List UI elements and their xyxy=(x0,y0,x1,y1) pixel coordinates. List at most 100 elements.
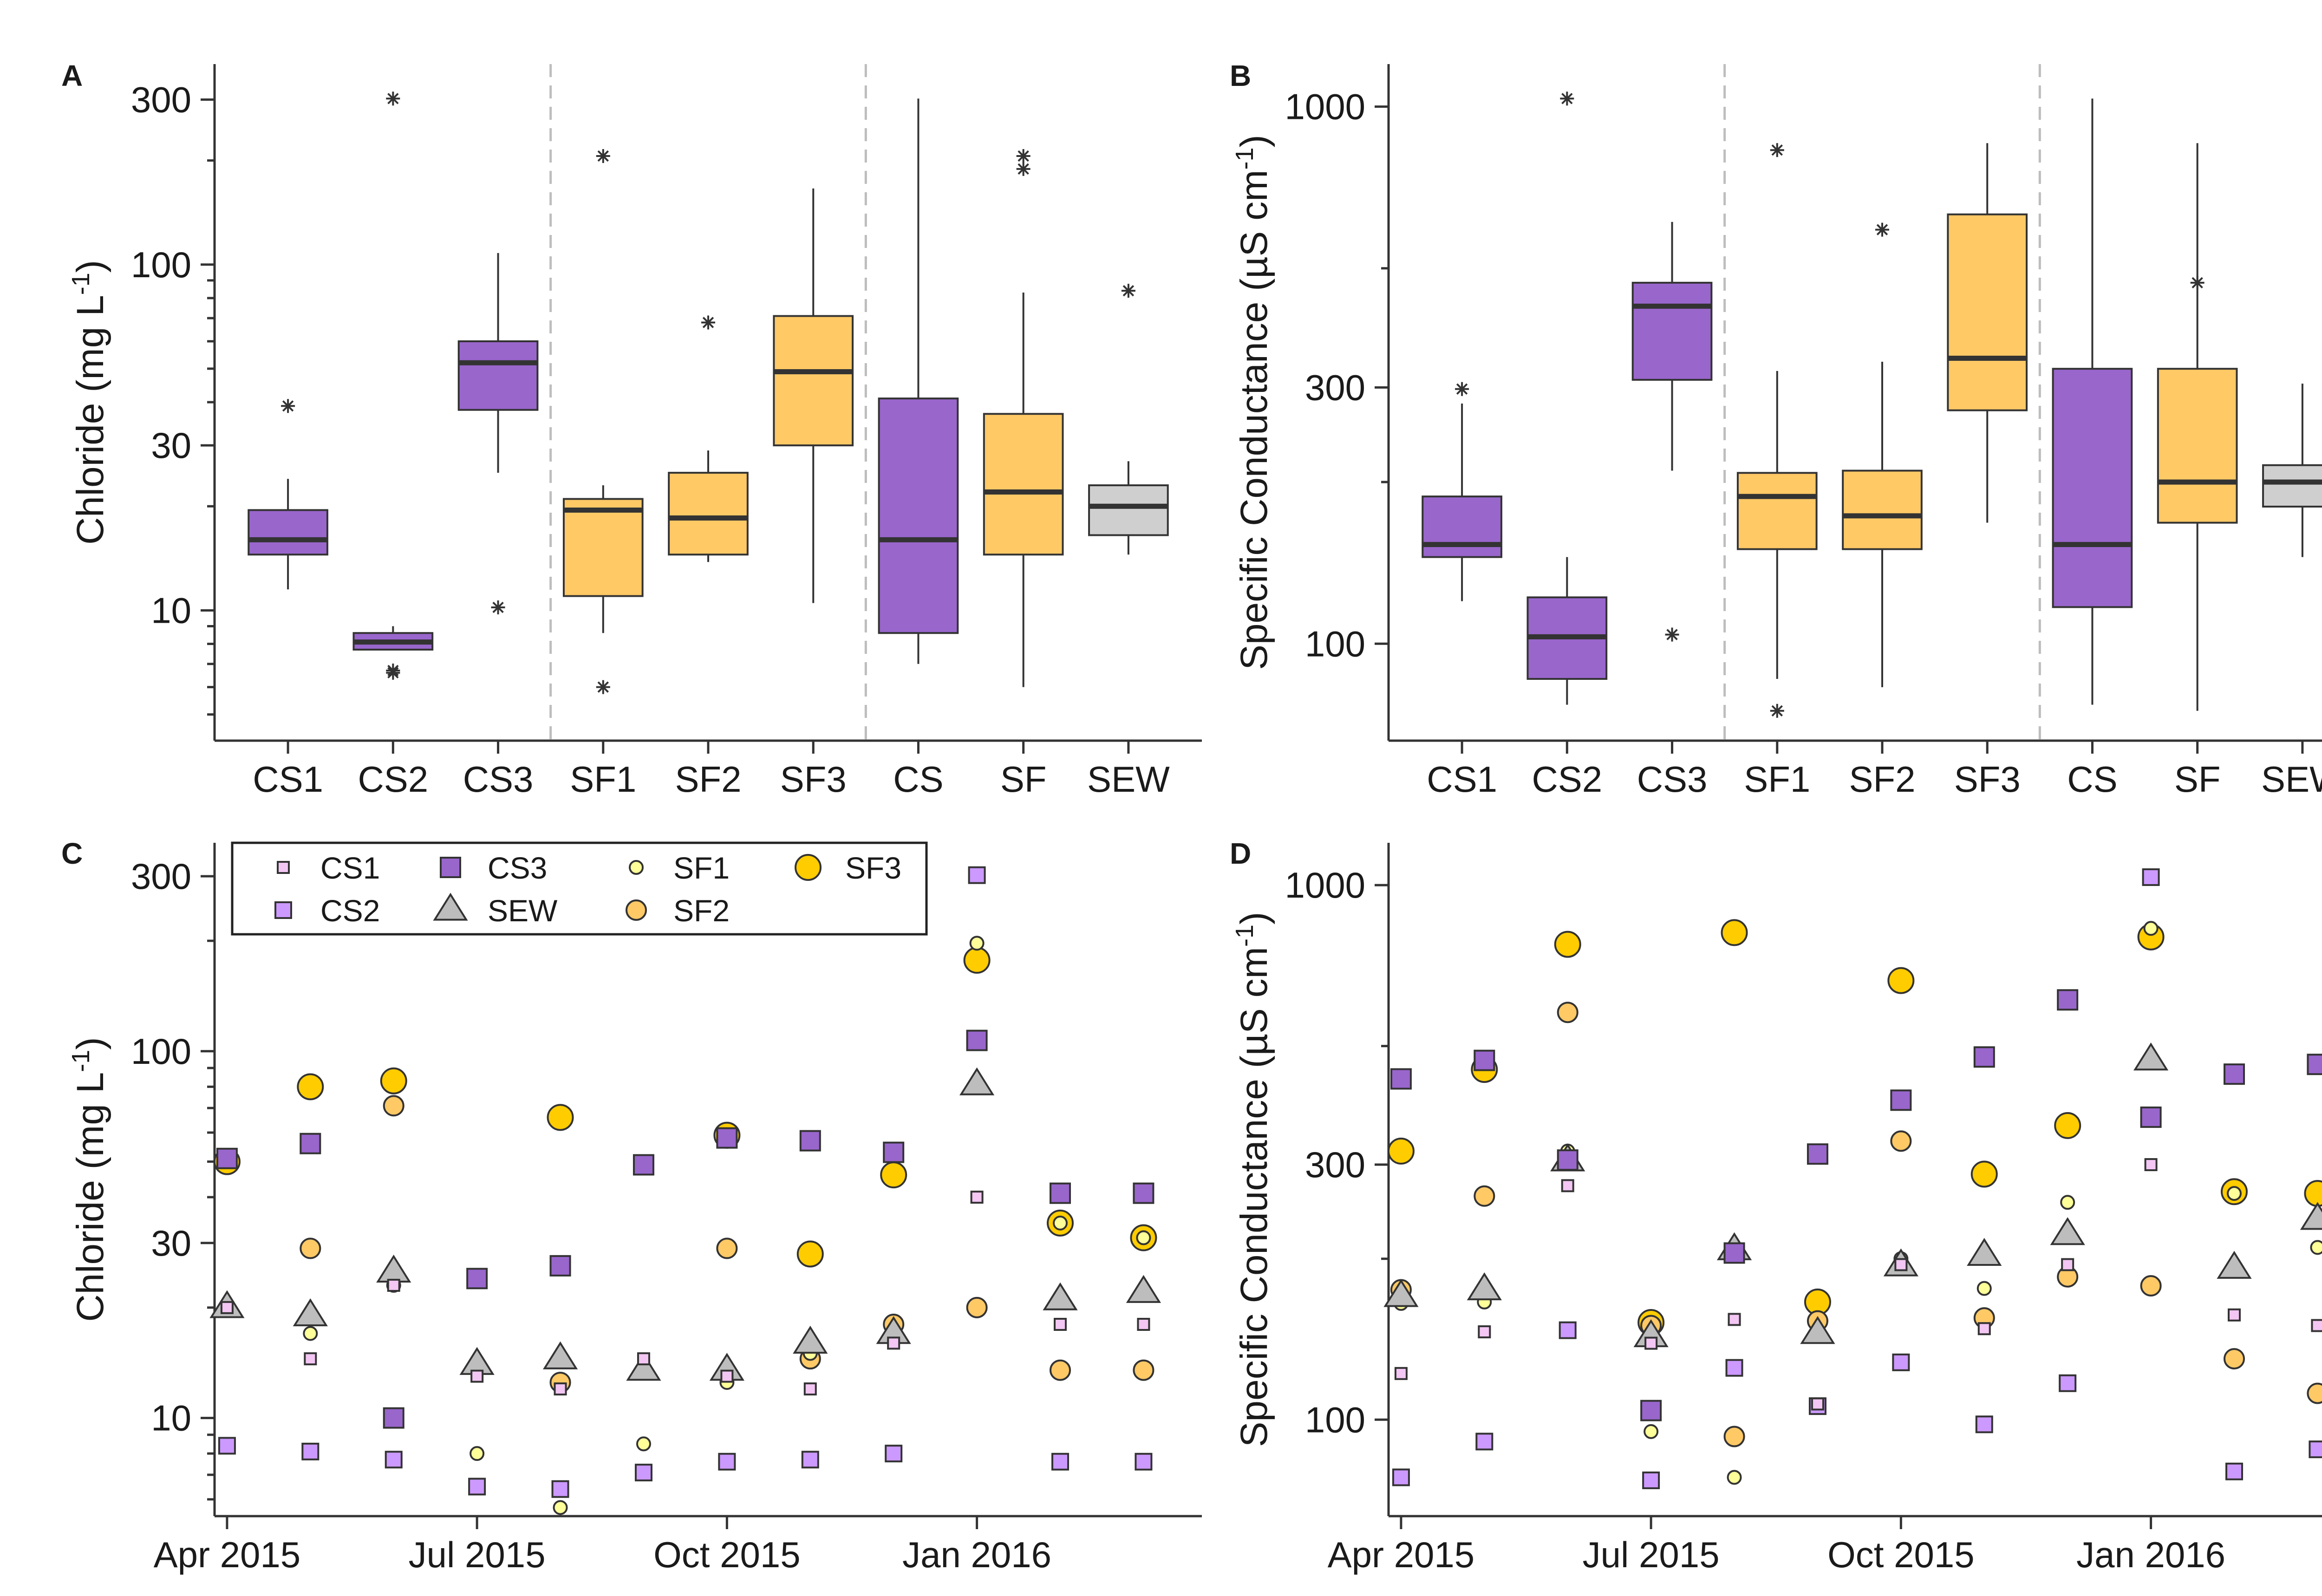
point-CS1 xyxy=(637,1352,650,1366)
legend-label-SF3: SF3 xyxy=(845,851,901,885)
point-SF2 xyxy=(2307,1382,2322,1404)
point-SEW xyxy=(2300,1202,2322,1230)
point-SEW xyxy=(1126,1275,1161,1303)
panel-tag: D xyxy=(1230,837,1251,870)
box-CS1 xyxy=(1422,382,1502,601)
series-SF1 xyxy=(1393,921,2322,1485)
x-tick-label: Jan 2016 xyxy=(902,1534,1051,1575)
point-CS3 xyxy=(2224,1063,2245,1085)
box-CS3 xyxy=(457,253,539,615)
point-CS1 xyxy=(554,1382,567,1396)
point-SF3 xyxy=(547,1104,574,1131)
box-body xyxy=(457,340,539,411)
box-body xyxy=(773,315,854,447)
point-CS3 xyxy=(633,1154,654,1176)
point-SF1 xyxy=(553,1500,568,1515)
box-body xyxy=(2052,368,2133,608)
point-CS3 xyxy=(1133,1182,1154,1204)
series-CS3 xyxy=(216,1029,1154,1429)
point-SF2 xyxy=(1723,1426,1745,1447)
legend-marker-SEW xyxy=(433,892,468,921)
box-SF xyxy=(2157,143,2238,711)
box-SF xyxy=(983,149,1064,687)
point-SF1 xyxy=(470,1446,485,1461)
panel-tag: C xyxy=(61,837,83,870)
box-body xyxy=(2262,464,2322,508)
point-CS3 xyxy=(216,1147,238,1169)
point-CS2 xyxy=(1642,1471,1660,1489)
legend-label-CS3: CS3 xyxy=(488,851,547,885)
x-tick-label: SF xyxy=(1000,759,1047,800)
legend-label-SEW: SEW xyxy=(488,893,558,928)
box-body xyxy=(2157,368,2238,524)
x-tick-label: SF1 xyxy=(1744,759,1810,800)
outlier-marker xyxy=(596,149,610,163)
y-axis-title-close: ) xyxy=(1233,912,1275,925)
y-axis-title-superscript: -1 xyxy=(67,273,95,295)
box-CS3 xyxy=(1631,221,1713,642)
y-axis-title-main: Specific Conductance (µS cm xyxy=(1233,170,1275,670)
box-body xyxy=(1422,495,1502,558)
point-CS2 xyxy=(1135,1453,1153,1471)
point-SF2 xyxy=(966,1296,988,1318)
point-CS2 xyxy=(1975,1415,1993,1433)
outlier-stroke xyxy=(1666,629,1678,640)
box-body xyxy=(1736,472,1818,550)
outlier-stroke xyxy=(1018,163,1029,175)
point-CS1 xyxy=(970,1191,984,1204)
point-SF3 xyxy=(1887,967,1915,994)
point-SF2 xyxy=(2224,1348,2245,1370)
point-SF1 xyxy=(2060,1195,2075,1210)
panel-C: 10 30 100 300 Chloride (mg L-1) Apr 2015 Jul 2… xyxy=(61,837,1202,1575)
legend-label-SF1: SF1 xyxy=(673,851,730,885)
point-SEW xyxy=(542,1341,578,1369)
outlier-marker xyxy=(1770,704,1784,718)
point-CS1 xyxy=(1137,1318,1150,1331)
point-CS3 xyxy=(1474,1049,1495,1071)
point-CS1 xyxy=(720,1369,734,1383)
point-SF1 xyxy=(2227,1186,2242,1201)
box-body xyxy=(1842,469,1923,550)
point-CS3 xyxy=(1723,1242,1745,1264)
point-SF1 xyxy=(969,936,985,951)
box-body xyxy=(248,509,328,556)
point-CS2 xyxy=(1392,1468,1410,1486)
point-SF3 xyxy=(796,1240,824,1268)
x-tick-label: Oct 2015 xyxy=(1827,1534,1975,1575)
point-CS3 xyxy=(1973,1046,1995,1068)
point-SF1 xyxy=(636,1436,651,1452)
legend-label-CS1: CS1 xyxy=(320,851,380,885)
point-SF1 xyxy=(303,1326,318,1341)
point-CS2 xyxy=(1051,1453,1070,1471)
outlier-marker xyxy=(1770,143,1784,157)
outlier-marker xyxy=(281,399,295,413)
outlier-stroke xyxy=(702,317,714,328)
point-CS3 xyxy=(1640,1400,1662,1421)
point-CS1 xyxy=(470,1369,484,1383)
y-tick-label: 100 xyxy=(1305,1399,1365,1440)
x-tick-label: SF3 xyxy=(1954,759,2021,800)
legend-marker-SF2 xyxy=(626,899,647,921)
box-body xyxy=(1088,484,1169,536)
point-CS1 xyxy=(1561,1179,1574,1192)
outlier-stroke xyxy=(1456,383,1468,395)
y-axis-title-superscript: -1 xyxy=(1231,925,1259,947)
box-CS xyxy=(2052,98,2133,705)
outlier-stroke xyxy=(597,150,609,162)
y-axis-title-superscript: -1 xyxy=(1231,148,1259,170)
series-CS2 xyxy=(218,866,1153,1498)
outlier-stroke xyxy=(387,667,399,679)
point-CS1 xyxy=(387,1278,400,1292)
point-CS1 xyxy=(1054,1318,1067,1331)
point-SEW xyxy=(1043,1282,1078,1310)
point-CS1 xyxy=(1478,1325,1491,1339)
y-tick-label: 300 xyxy=(131,856,191,897)
point-CS3 xyxy=(1807,1143,1828,1165)
point-CS2 xyxy=(2309,1440,2322,1459)
point-SEW xyxy=(626,1353,661,1381)
box-SF3 xyxy=(1947,143,2028,523)
point-SF3 xyxy=(297,1073,324,1101)
